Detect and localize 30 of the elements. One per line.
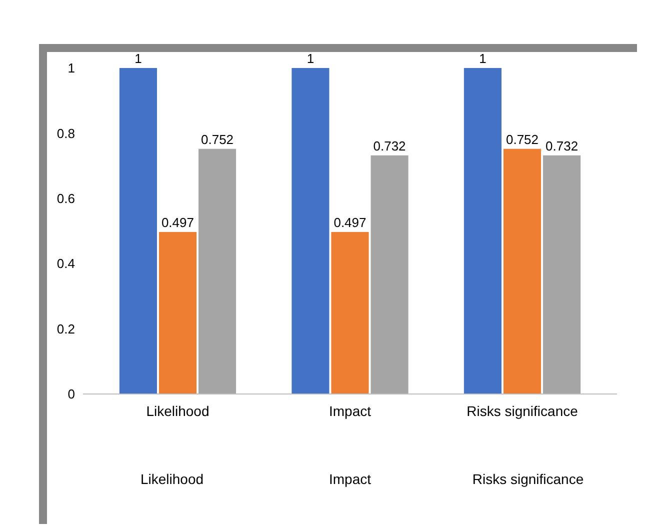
- data-label: 1: [479, 51, 486, 66]
- data-label: 0.732: [373, 138, 406, 154]
- data-label: 0.732: [546, 138, 578, 154]
- bar: [292, 68, 330, 394]
- text: Likelihood: [140, 471, 204, 487]
- bar: [331, 232, 369, 394]
- x-tick-label: Risks significance: [466, 403, 578, 419]
- x-tick-label: Likelihood: [146, 403, 210, 419]
- bar: [370, 155, 408, 394]
- bar: [503, 148, 542, 394]
- data-label: 0.752: [201, 132, 234, 147]
- data-label: 0.497: [161, 214, 194, 230]
- data-label: 0.752: [506, 132, 539, 147]
- bar: [464, 68, 502, 394]
- y-tick-label: 0.6: [56, 190, 75, 206]
- data-label: 0.497: [334, 214, 366, 230]
- x-tick-label: Impact: [328, 403, 372, 419]
- text: Impact: [328, 471, 372, 487]
- bar: [198, 148, 236, 394]
- bar: [158, 232, 197, 394]
- y-tick-label: 0.4: [56, 256, 75, 272]
- y-tick-label: 0.2: [56, 321, 75, 336]
- data-label: 1: [306, 51, 314, 66]
- y-tick-label: 0: [68, 386, 75, 402]
- data-label: 1: [134, 51, 142, 66]
- bar: [119, 68, 157, 394]
- y-tick-label: 0.8: [56, 126, 75, 141]
- text: Risks significance: [472, 471, 584, 487]
- bar: [543, 155, 581, 394]
- y-tick-label: 1: [68, 60, 75, 76]
